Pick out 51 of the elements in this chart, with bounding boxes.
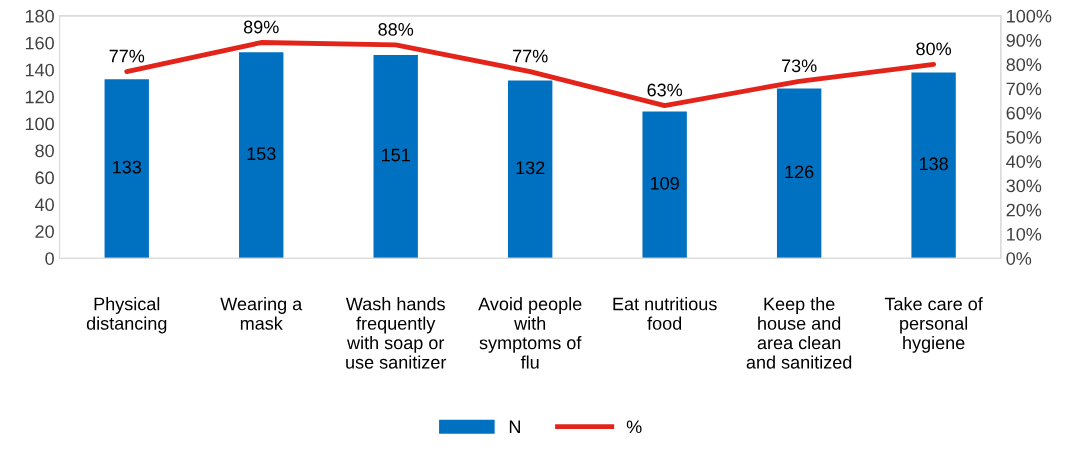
data-label: 88% <box>378 23 414 36</box>
data-label: 126 <box>785 165 814 179</box>
x-tick-label: Avoid people with symptoms of flu <box>478 297 582 369</box>
data-label: 89% <box>243 20 279 34</box>
y-tick-label: 100 <box>25 117 54 131</box>
bar <box>373 54 418 259</box>
y-tick-label: 60 <box>35 171 54 185</box>
data-label: 132 <box>516 161 545 175</box>
legend-label: % <box>626 420 642 434</box>
bar <box>239 52 284 259</box>
y2-tick-label: 30% <box>1006 179 1042 193</box>
y-tick-label: 0 <box>45 252 54 265</box>
y2-tick-label: 0% <box>1006 252 1032 265</box>
y2-tick-label: 60% <box>1006 106 1042 120</box>
x-tick-label: Take care of personal hygiene <box>884 297 983 353</box>
data-label: 151 <box>382 148 410 162</box>
x-tick-label: Keep the house and area clean and sanitized <box>746 297 852 369</box>
y2-tick-label: 100% <box>1007 9 1052 23</box>
y2-tick-label: 10% <box>1007 227 1042 241</box>
data-label: 109 <box>650 176 679 190</box>
y2-tick-label: 50% <box>1006 130 1042 144</box>
y2-tick-label: 70% <box>1006 82 1042 96</box>
y-tick-label: 40 <box>34 198 54 212</box>
y-tick-label: 120 <box>25 90 54 104</box>
bar <box>507 80 553 259</box>
data-label: 133 <box>113 160 142 174</box>
y2-tick-label: 90% <box>1006 34 1042 47</box>
y2-tick-label: 80% <box>1006 58 1042 72</box>
y-tick-label: 180 <box>25 9 54 23</box>
x-tick-label: Physical distancing <box>86 297 167 334</box>
bar <box>642 111 687 259</box>
data-label: 77% <box>109 49 145 63</box>
bar <box>911 72 956 259</box>
data-label: 77% <box>513 49 548 63</box>
x-tick-label: Wash hands frequently with soap or use sanitizer <box>345 297 447 369</box>
y-tick-label: 80 <box>35 144 54 158</box>
x-tick-label: Eat nutritious food <box>613 297 717 330</box>
y2-tick-label: 40% <box>1006 155 1042 168</box>
data-label: 73% <box>781 59 817 73</box>
data-label: 80% <box>916 42 952 56</box>
y2-tick-label: 20% <box>1006 203 1042 217</box>
y-tick-label: 140 <box>25 63 54 77</box>
bar <box>776 88 822 259</box>
data-label: 153 <box>247 147 276 161</box>
legend-label: N <box>509 420 520 433</box>
y-tick-label: 160 <box>25 36 54 50</box>
bar <box>104 79 149 259</box>
data-label: 138 <box>919 157 948 171</box>
x-tick-label: Wearing a mask <box>220 297 303 330</box>
y-tick-label: 20 <box>35 225 54 238</box>
data-label: 63% <box>647 83 683 97</box>
